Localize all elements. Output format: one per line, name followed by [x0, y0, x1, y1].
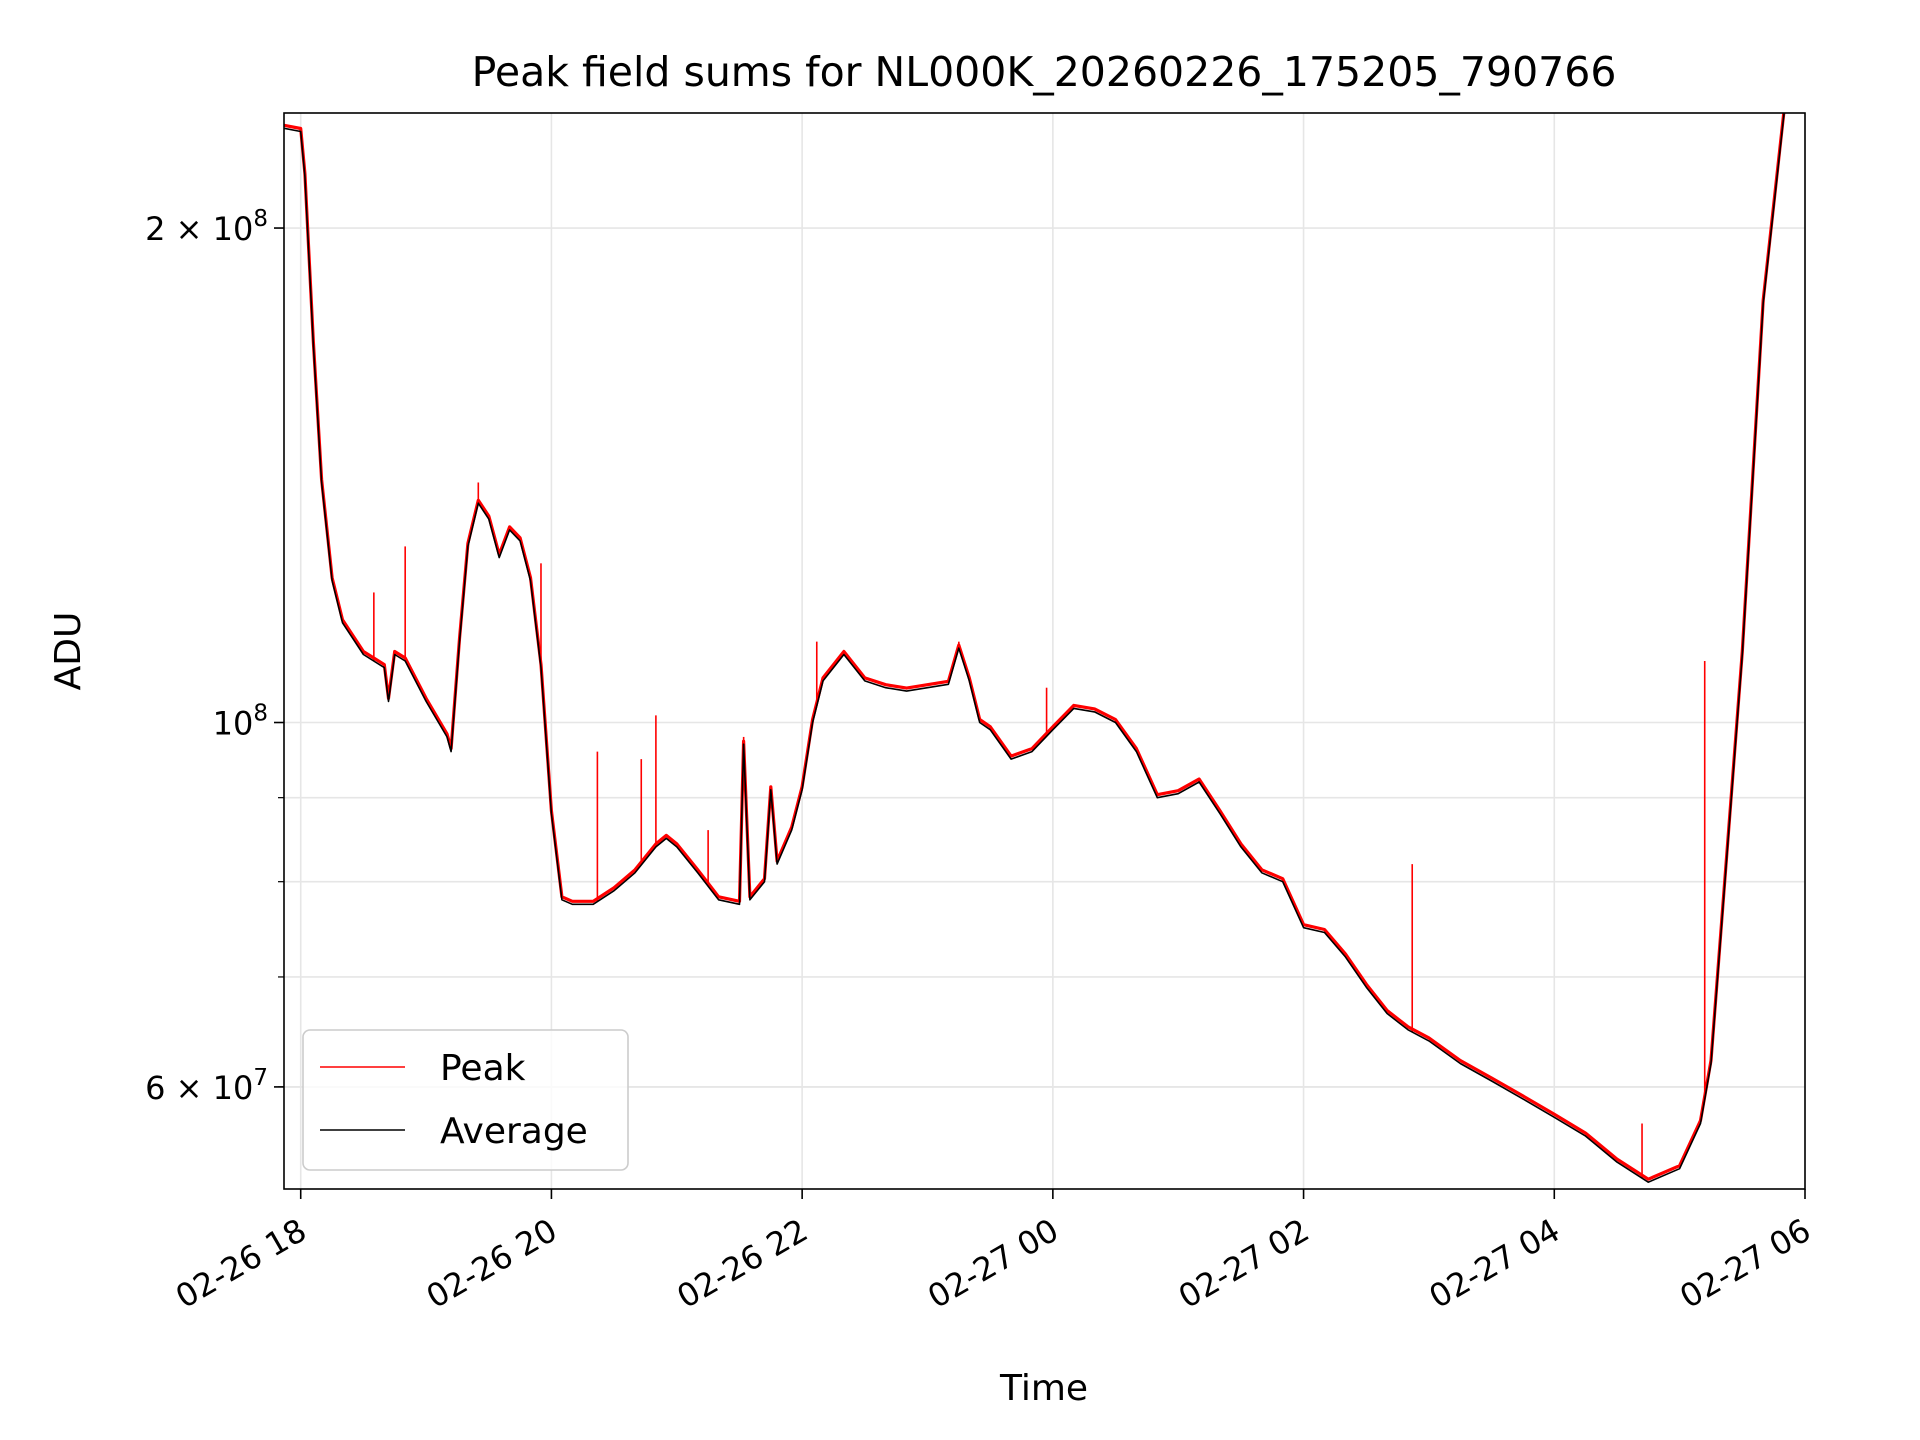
legend-peak-label: Peak [440, 1048, 526, 1089]
y-axis-label: ADU [48, 612, 89, 691]
y-tick-label: 108 [213, 701, 268, 743]
x-axis-label: Time [999, 1368, 1088, 1409]
legend-average-label: Average [440, 1111, 588, 1152]
chart-title: Peak field sums for NL000K_20260226_1752… [472, 48, 1617, 96]
legend-box [302, 1029, 629, 1171]
average-series-line [284, 113, 1785, 1183]
plot-frame [283, 112, 1806, 1190]
y-tick-label: 6 × 107 [145, 1065, 268, 1107]
series-layer [284, 113, 1786, 1183]
legend: Peak Average [302, 1029, 629, 1171]
y-tick-label: 2 × 108 [145, 206, 268, 248]
